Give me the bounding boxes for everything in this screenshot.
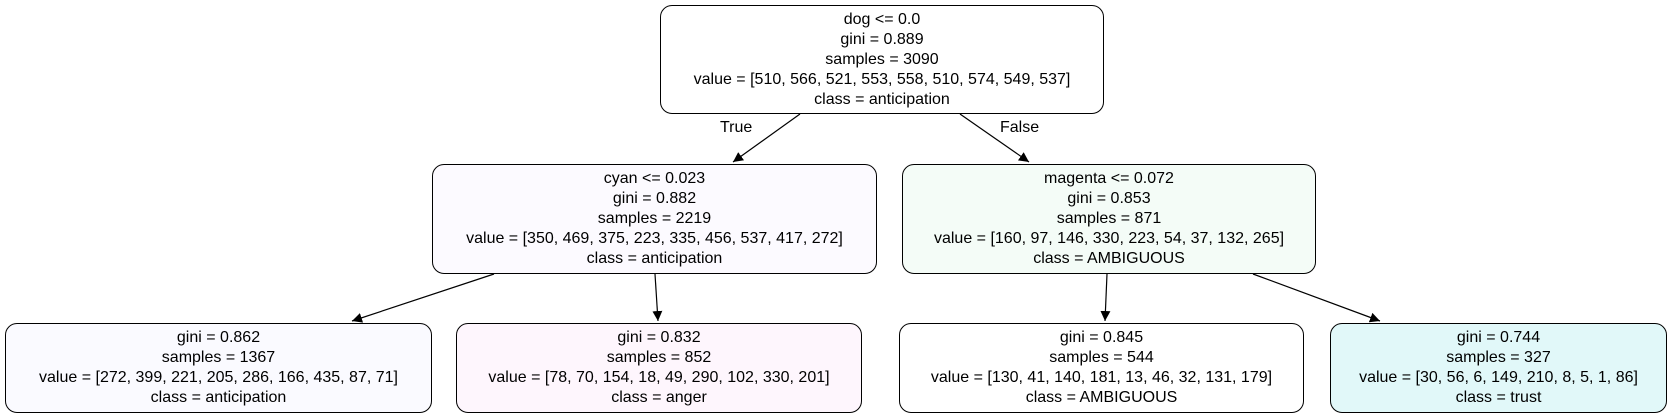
node-class: class = anger [611, 389, 707, 406]
node-split-rule: cyan <= 0.023 [603, 170, 706, 187]
node-gini: gini = 0.845 [1059, 329, 1144, 346]
node-samples: samples = 544 [1049, 349, 1154, 366]
edge-left-leaf-lr [652, 273, 663, 322]
tree-leaf-right-right: gini = 0.744 samples = 327 value = [30, … [1330, 323, 1667, 413]
node-class: class = anticipation [150, 389, 287, 406]
node-class: class = trust [1455, 389, 1542, 406]
tree-node-right: magenta <= 0.072 gini = 0.853 samples = … [902, 164, 1316, 274]
node-value: value = [272, 399, 221, 205, 286, 166, 4… [39, 369, 398, 386]
node-class: class = AMBIGUOUS [1025, 389, 1178, 406]
node-value: value = [510, 566, 521, 553, 558, 510, 5… [693, 70, 1071, 88]
edge-right-leaf-rl [1100, 273, 1111, 322]
node-value: value = [160, 97, 146, 330, 223, 54, 37,… [933, 230, 1285, 247]
tree-node-left: cyan <= 0.023 gini = 0.882 samples = 221… [432, 164, 877, 274]
node-split-rule: magenta <= 0.072 [1044, 170, 1174, 187]
node-gini: gini = 0.862 [176, 329, 261, 346]
node-gini: gini = 0.853 [1067, 190, 1151, 207]
node-class: class = anticipation [586, 250, 723, 267]
node-class: class = anticipation [814, 90, 950, 108]
edge-label-false: False [1000, 119, 1040, 136]
edge-left-leaf-ll [351, 273, 495, 323]
node-value: value = [130, 41, 140, 181, 13, 46, 32, … [930, 369, 1273, 386]
tree-node-root: dog <= 0.0 gini = 0.889 samples = 3090 v… [660, 5, 1104, 114]
node-gini: gini = 0.882 [612, 190, 697, 207]
node-samples: samples = 852 [606, 349, 712, 366]
node-value: value = [350, 469, 375, 223, 335, 456, 5… [466, 230, 843, 247]
node-value: value = [30, 56, 6, 149, 210, 8, 5, 1, 8… [1359, 369, 1638, 386]
node-samples: samples = 1367 [161, 349, 276, 366]
edge-root-left [732, 113, 801, 163]
node-class: class = AMBIGUOUS [1033, 250, 1185, 267]
node-samples: samples = 3090 [825, 50, 939, 68]
node-samples: samples = 871 [1056, 210, 1162, 227]
node-samples: samples = 2219 [597, 210, 712, 227]
node-gini: gini = 0.744 [1456, 329, 1541, 346]
node-samples: samples = 327 [1446, 349, 1551, 366]
edge-right-leaf-rr [1252, 273, 1381, 323]
edge-label-true: True [720, 119, 753, 136]
tree-leaf-right-left: gini = 0.845 samples = 544 value = [130,… [899, 323, 1304, 413]
node-gini: gini = 0.832 [617, 329, 701, 346]
edge-root-right [959, 113, 1030, 163]
node-value: value = [78, 70, 154, 18, 49, 290, 102, … [488, 369, 830, 386]
node-gini: gini = 0.889 [840, 30, 924, 48]
node-split-rule: dog <= 0.0 [843, 10, 921, 28]
tree-leaf-left-right: gini = 0.832 samples = 852 value = [78, … [456, 323, 862, 413]
tree-leaf-left-left: gini = 0.862 samples = 1367 value = [272… [5, 323, 432, 413]
